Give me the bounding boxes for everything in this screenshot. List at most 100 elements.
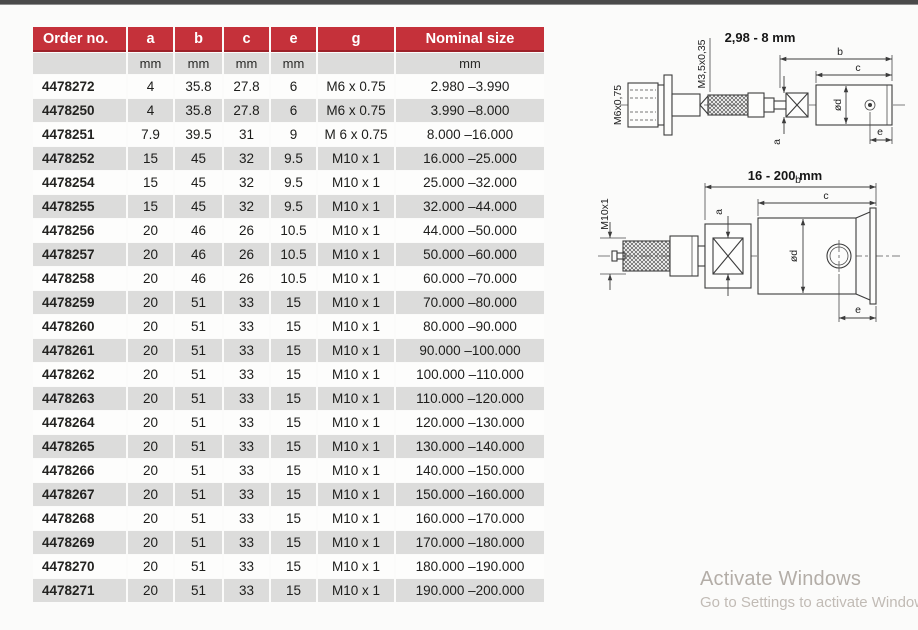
cell-order-no: 4478266 xyxy=(33,459,126,482)
cell-g: M10 x 1 xyxy=(318,555,394,578)
cell-e: 15 xyxy=(271,363,316,386)
table-row: 4478263 20 51 33 15 M10 x 1 110.000 –120… xyxy=(33,387,544,410)
cell-c: 33 xyxy=(224,315,269,338)
order-spec-table: Order no. a b c e g Nominal size mm mm m… xyxy=(31,26,546,603)
col-header-e: e xyxy=(271,27,316,52)
table-row: 4478255 15 45 32 9.5 M10 x 1 32.000 –44.… xyxy=(33,195,544,218)
cell-order-no: 4478263 xyxy=(33,387,126,410)
dim-label-diameter: ød xyxy=(832,99,844,111)
cell-c: 33 xyxy=(224,459,269,482)
cell-a: 20 xyxy=(128,387,173,410)
cell-b: 51 xyxy=(175,411,222,434)
cell-c: 33 xyxy=(224,339,269,362)
cell-nominal-size: 180.000 –190.000 xyxy=(396,555,544,578)
cell-e: 15 xyxy=(271,483,316,506)
cell-a: 15 xyxy=(128,147,173,170)
cell-order-no: 4478250 xyxy=(33,99,126,122)
cell-a: 20 xyxy=(128,531,173,554)
cell-a: 20 xyxy=(128,411,173,434)
cell-g: M10 x 1 xyxy=(318,411,394,434)
table-row: 4478258 20 46 26 10.5 M10 x 1 60.000 –70… xyxy=(33,267,544,290)
table-row: 4478250 4 35.8 27.8 6 M6 x 0.75 3.990 –8… xyxy=(33,99,544,122)
cell-e: 9.5 xyxy=(271,195,316,218)
cell-e: 10.5 xyxy=(271,267,316,290)
table-row: 4478271 20 51 33 15 M10 x 1 190.000 –200… xyxy=(33,579,544,602)
cell-order-no: 4478259 xyxy=(33,291,126,314)
unit-b: mm xyxy=(175,53,222,74)
table-row: 4478260 20 51 33 15 M10 x 1 80.000 –90.0… xyxy=(33,315,544,338)
cell-e: 9.5 xyxy=(271,171,316,194)
cell-c: 27.8 xyxy=(224,75,269,98)
unit-g xyxy=(318,53,394,74)
cell-order-no: 4478267 xyxy=(33,483,126,506)
cell-c: 33 xyxy=(224,483,269,506)
cell-order-no: 4478260 xyxy=(33,315,126,338)
dim-label-a: a xyxy=(713,209,725,215)
cell-g: M10 x 1 xyxy=(318,363,394,386)
dim-label-e: e xyxy=(877,126,883,138)
cell-b: 45 xyxy=(175,171,222,194)
cell-e: 15 xyxy=(271,339,316,362)
cell-nominal-size: 16.000 –25.000 xyxy=(396,147,544,170)
cell-b: 51 xyxy=(175,531,222,554)
cell-order-no: 4478271 xyxy=(33,579,126,602)
cell-b: 46 xyxy=(175,219,222,242)
cell-c: 31 xyxy=(224,123,269,146)
cell-a: 15 xyxy=(128,171,173,194)
cell-nominal-size: 44.000 –50.000 xyxy=(396,219,544,242)
cell-g: M10 x 1 xyxy=(318,531,394,554)
cell-c: 32 xyxy=(224,147,269,170)
cell-nominal-size: 3.990 –8.000 xyxy=(396,99,544,122)
cell-g: M 6 x 0.75 xyxy=(318,123,394,146)
cell-g: M10 x 1 xyxy=(318,507,394,530)
table-row: 4478267 20 51 33 15 M10 x 1 150.000 –160… xyxy=(33,483,544,506)
cell-order-no: 4478264 xyxy=(33,411,126,434)
cell-b: 51 xyxy=(175,387,222,410)
cell-g: M10 x 1 xyxy=(318,267,394,290)
cell-nominal-size: 80.000 –90.000 xyxy=(396,315,544,338)
cell-c: 27.8 xyxy=(224,99,269,122)
dim-label-a: a xyxy=(771,139,783,145)
cell-e: 15 xyxy=(271,435,316,458)
cell-nominal-size: 160.000 –170.000 xyxy=(396,507,544,530)
cell-a: 20 xyxy=(128,267,173,290)
cell-c: 26 xyxy=(224,243,269,266)
diagram2-title: 16 - 200 mm xyxy=(748,168,822,183)
cell-c: 33 xyxy=(224,507,269,530)
window-top-edge xyxy=(0,0,918,5)
cell-nominal-size: 8.000 –16.000 xyxy=(396,123,544,146)
cell-e: 15 xyxy=(271,387,316,410)
cell-order-no: 4478254 xyxy=(33,171,126,194)
unit-order xyxy=(33,53,126,74)
cell-g: M6 x 0.75 xyxy=(318,75,394,98)
cell-g: M10 x 1 xyxy=(318,315,394,338)
table-row: 4478251 7.9 39.5 31 9 M 6 x 0.75 8.000 –… xyxy=(33,123,544,146)
cell-c: 33 xyxy=(224,579,269,602)
cell-a: 20 xyxy=(128,363,173,386)
col-header-order-no: Order no. xyxy=(33,27,126,52)
table-row: 4478256 20 46 26 10.5 M10 x 1 44.000 –50… xyxy=(33,219,544,242)
cell-a: 20 xyxy=(128,243,173,266)
cell-c: 32 xyxy=(224,195,269,218)
col-header-c: c xyxy=(224,27,269,52)
table-row: 4478252 15 45 32 9.5 M10 x 1 16.000 –25.… xyxy=(33,147,544,170)
cell-a: 4 xyxy=(128,75,173,98)
dim-label-diameter: ød xyxy=(788,250,800,262)
cell-order-no: 4478265 xyxy=(33,435,126,458)
cell-b: 51 xyxy=(175,315,222,338)
watermark-title: Activate Windows xyxy=(700,568,862,590)
cell-order-no: 4478251 xyxy=(33,123,126,146)
units-row: mm mm mm mm mm xyxy=(33,53,544,74)
table-row: 4478259 20 51 33 15 M10 x 1 70.000 –80.0… xyxy=(33,291,544,314)
cell-order-no: 4478257 xyxy=(33,243,126,266)
cell-nominal-size: 50.000 –60.000 xyxy=(396,243,544,266)
col-header-g: g xyxy=(318,27,394,52)
cell-e: 9 xyxy=(271,123,316,146)
cell-nominal-size: 140.000 –150.000 xyxy=(396,459,544,482)
cell-a: 20 xyxy=(128,435,173,458)
cell-order-no: 4478255 xyxy=(33,195,126,218)
cell-g: M10 x 1 xyxy=(318,147,394,170)
cell-a: 20 xyxy=(128,315,173,338)
dim-label-b: b xyxy=(795,174,801,186)
